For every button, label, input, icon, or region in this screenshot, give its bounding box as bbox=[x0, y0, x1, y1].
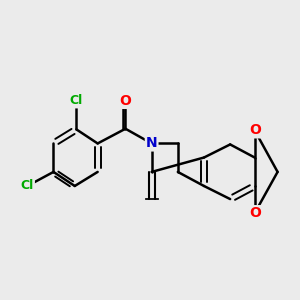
Text: Cl: Cl bbox=[21, 179, 34, 193]
Text: N: N bbox=[146, 136, 158, 151]
Text: O: O bbox=[119, 94, 131, 108]
Text: O: O bbox=[249, 123, 261, 137]
Text: Cl: Cl bbox=[70, 94, 83, 107]
Text: O: O bbox=[249, 206, 261, 220]
